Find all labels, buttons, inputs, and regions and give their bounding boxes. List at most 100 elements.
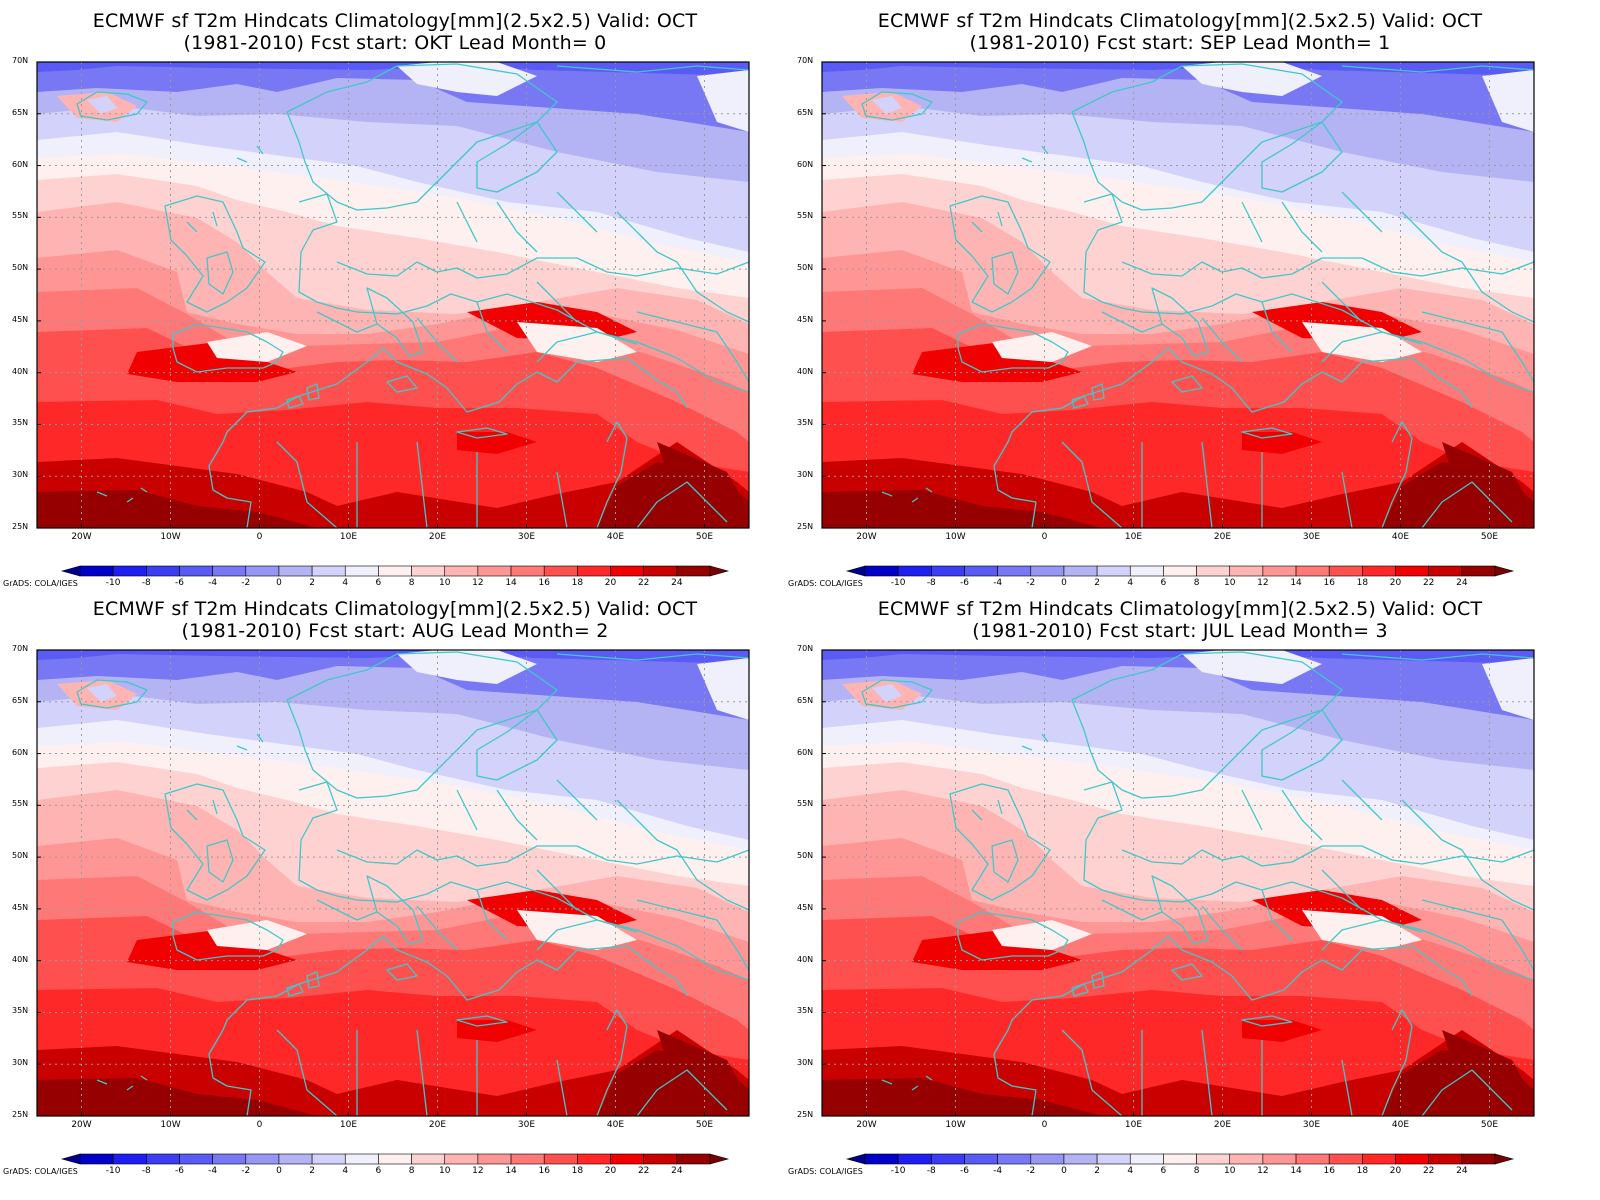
colorbar-label: 20	[1389, 1166, 1402, 1176]
temperature-band	[1482, 658, 1534, 720]
colorbar-swatch	[1295, 565, 1330, 577]
colorbar-label: -2	[1026, 1166, 1036, 1176]
lon-tick-label: 10E	[339, 1120, 358, 1130]
coastlines	[76, 651, 749, 1116]
colorbar-swatch	[610, 1153, 644, 1165]
coastline	[971, 653, 1534, 821]
colorbar-swatch	[146, 1153, 180, 1165]
temperature-band	[37, 490, 317, 528]
lon-tick-label: 30E	[517, 532, 536, 542]
coastline	[366, 287, 424, 357]
colorbar-swatch	[344, 565, 379, 577]
colorbar-label: 2	[309, 1166, 315, 1176]
lat-tick-label: 55N	[12, 799, 29, 809]
coastline	[949, 783, 1051, 901]
colorbar-swatch	[1262, 565, 1297, 577]
panel-title-line1: ECMWF sf T2m Hindcats Climatology[mm](2.…	[92, 598, 698, 620]
colorbar-high-arrow	[709, 1153, 730, 1165]
colorbar-swatch	[79, 1153, 114, 1165]
colorbar-label: 20	[604, 578, 617, 588]
colorbar-swatch	[477, 565, 512, 577]
coastline	[1071, 983, 1089, 997]
colorbar-swatch	[1063, 1153, 1098, 1165]
colorbar-label: 16	[538, 578, 550, 588]
coastline	[1421, 1069, 1513, 1116]
map-frame	[821, 61, 1535, 529]
lon-tick-label: 20E	[1213, 532, 1232, 542]
lat-tick-label: 45N	[12, 902, 29, 912]
colorbar-low-arrow	[845, 565, 866, 577]
colorbar-label: 4	[342, 1166, 349, 1176]
coastline	[1171, 375, 1203, 393]
colorbar-swatch	[378, 1153, 412, 1165]
coastline	[1121, 257, 1534, 279]
temperature-band	[1182, 62, 1322, 96]
colorbar-label: -4	[993, 1166, 1003, 1176]
temperature-field	[822, 62, 1534, 528]
coastline	[1381, 1009, 1413, 1116]
lon-tick-label: 10E	[339, 532, 358, 542]
coastline	[286, 395, 304, 409]
colorbar-label: -10	[105, 578, 121, 588]
colorbar-label: 14	[1290, 1166, 1302, 1176]
colorbar-swatch	[1196, 1153, 1231, 1165]
coastline	[1083, 193, 1423, 345]
lon-tick-label: 30E	[517, 1120, 536, 1130]
coastline	[536, 331, 749, 393]
lat-tick-label: 45N	[797, 902, 814, 912]
lat-tick-label: 30N	[12, 470, 29, 480]
colorbar-label: -10	[890, 1166, 906, 1176]
lat-tick-label: 65N	[12, 695, 29, 705]
colorbar-swatch	[245, 565, 280, 577]
temperature-band	[1442, 442, 1534, 512]
coastline	[286, 651, 558, 799]
coastline	[476, 709, 558, 781]
lon-tick-label: 20W	[71, 1120, 92, 1130]
map-svg	[36, 649, 750, 1165]
map-frame	[36, 649, 750, 1117]
colorbar-swatch	[897, 565, 932, 577]
coastline	[172, 911, 284, 961]
coastline	[1091, 383, 1105, 401]
temperature-band	[1442, 1030, 1534, 1100]
colorbar-label: -2	[1026, 578, 1036, 588]
colorbar-swatch	[212, 565, 247, 577]
lon-tick-label: 20W	[856, 532, 877, 542]
coastline	[1401, 211, 1534, 323]
colorbar-label: -6	[174, 578, 184, 588]
colorbar	[845, 565, 1515, 577]
colorbar-label: 14	[505, 1166, 517, 1176]
colorbar-label: -2	[241, 1166, 251, 1176]
grads-credit: GrADS: COLA/IGES	[788, 1167, 863, 1176]
coastline	[993, 347, 1473, 528]
panel-title-line1: ECMWF sf T2m Hindcats Climatology[mm](2.…	[877, 10, 1483, 32]
temperature-band	[912, 930, 1082, 970]
lon-tick-label: 10W	[945, 1120, 966, 1130]
colorbar-label: -6	[959, 578, 969, 588]
coastline	[386, 375, 418, 393]
coastline	[636, 899, 749, 971]
temperature-band	[872, 684, 902, 702]
coastline	[76, 91, 148, 121]
colorbar-swatch	[245, 1153, 280, 1165]
lon-tick-label: 20W	[71, 532, 92, 542]
colorbar-label: 2	[1094, 1166, 1100, 1176]
lat-tick-label: 25N	[12, 522, 29, 531]
coastline	[206, 839, 234, 883]
colorbar-swatch	[1428, 1153, 1463, 1165]
map-svg	[821, 649, 1535, 1165]
coastline	[1101, 869, 1363, 951]
lon-tick-label: 40E	[1391, 1120, 1410, 1130]
temperature-field	[37, 650, 749, 1116]
coastline	[456, 1015, 508, 1027]
temperature-band	[822, 490, 1102, 528]
temperature-band	[87, 684, 117, 702]
colorbar-label: -8	[141, 578, 151, 588]
colorbar-swatch	[577, 1153, 611, 1165]
temperature-band	[1482, 70, 1534, 132]
coastline	[1421, 899, 1534, 971]
coastline	[1121, 845, 1534, 867]
coastline	[1071, 395, 1089, 409]
coastline	[1061, 441, 1353, 528]
temperature-band	[37, 1078, 317, 1116]
